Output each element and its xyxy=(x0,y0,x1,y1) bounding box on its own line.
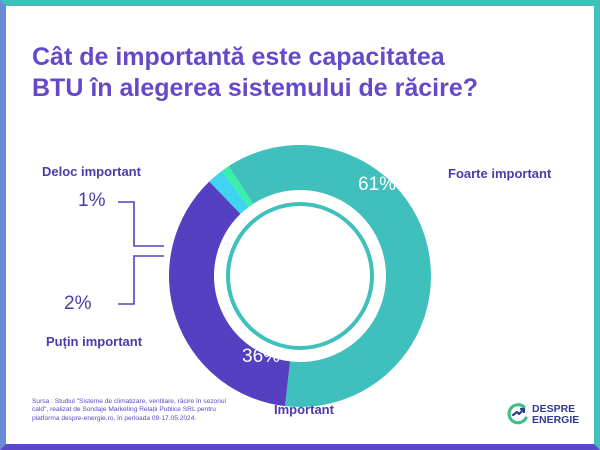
donut-chart xyxy=(118,145,431,408)
donut-slice-puțin-important xyxy=(209,170,249,214)
source-note: Sursa : Studiul "Sisteme de climatizare,… xyxy=(32,398,227,422)
despre-energie-logo: DESPRE ENERGIE xyxy=(506,402,586,428)
label-important: Important xyxy=(274,402,334,417)
value-putin-important: 2% xyxy=(64,293,92,314)
logo-wordmark: DESPRE ENERGIE xyxy=(532,403,580,426)
chart-title: Cât de importantă este capacitatea BTU î… xyxy=(32,42,552,104)
leader-line-deloc xyxy=(118,201,164,247)
donut-slice-foarte-important xyxy=(228,145,431,408)
label-putin-important: Puțin important xyxy=(46,334,143,349)
label-foarte-important: Foarte important xyxy=(448,166,552,181)
leader-line-putin xyxy=(118,255,164,305)
inner-decorative-ring xyxy=(226,202,374,350)
donut-slices xyxy=(169,145,431,408)
label-deloc-important: Deloc important xyxy=(42,164,141,179)
donut-slice-important xyxy=(169,181,291,407)
value-deloc-important: 1% xyxy=(78,190,106,211)
value-important: 36% xyxy=(242,346,281,367)
chart-title-line-1: Cât de importantă este capacitatea xyxy=(32,43,445,71)
lightning-e-logo-icon xyxy=(507,403,528,425)
chart-title-line-2: BTU în alegerea sistemului de răcire? xyxy=(32,74,478,102)
value-foarte-important: 61% xyxy=(358,174,397,195)
donut-slice-deloc-important xyxy=(221,166,254,207)
